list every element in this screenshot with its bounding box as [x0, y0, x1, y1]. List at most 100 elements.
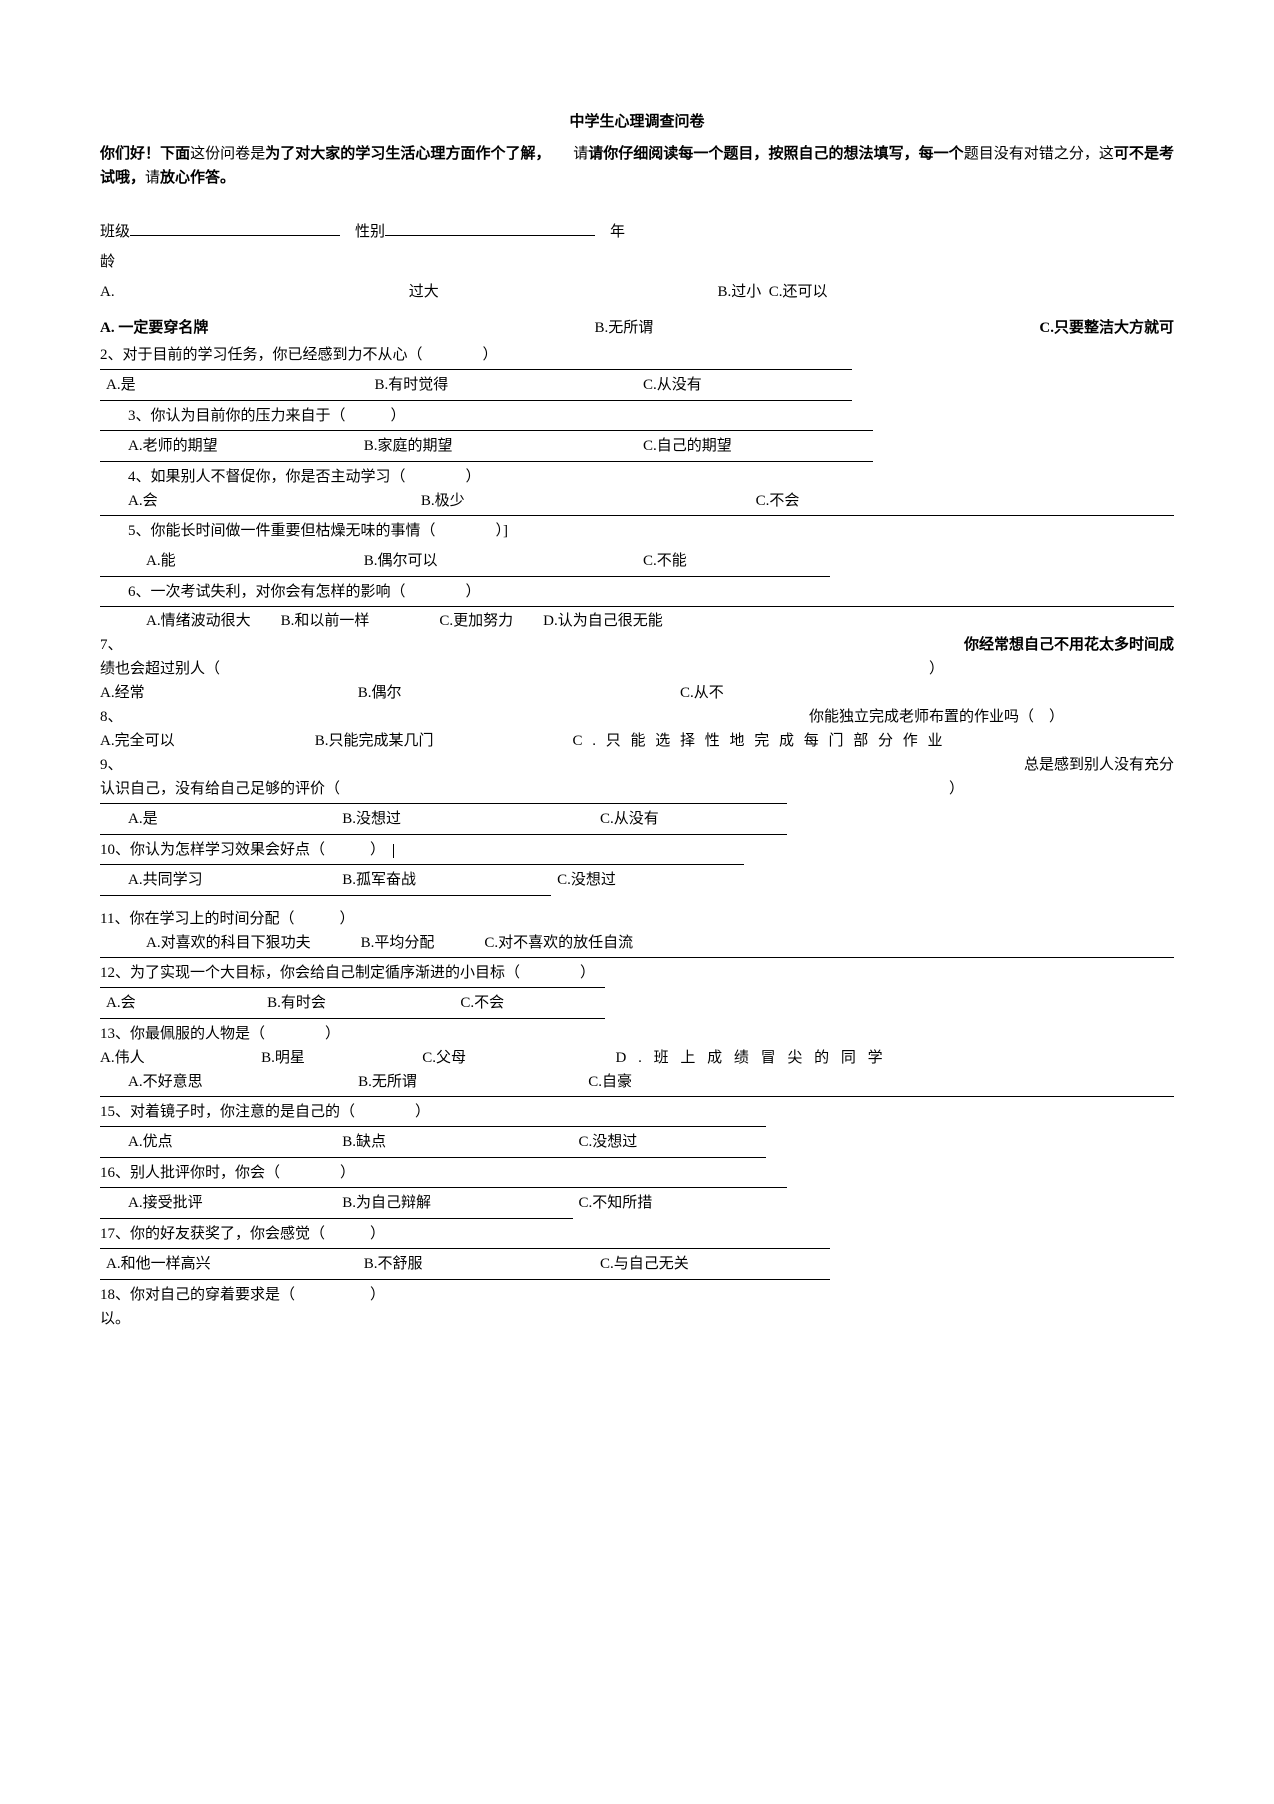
option[interactable]: 过大 [409, 284, 439, 300]
option[interactable]: A.伟人 [100, 1050, 145, 1066]
option[interactable]: C.对不喜欢的放任自流 [484, 931, 633, 955]
option[interactable]: C.不会 [460, 995, 504, 1011]
option[interactable]: B.极少 [421, 493, 465, 509]
option[interactable]: D.认为自己很无能 [543, 609, 663, 633]
option[interactable]: A.优点 [128, 1134, 173, 1150]
option[interactable]: C.不会 [756, 493, 800, 509]
q13-options: A.伟人 B.明星 C.父母 D . 班 上 成 绩 冒 尖 的 同 学 [100, 1046, 1174, 1070]
option[interactable]: B.偶尔可以 [364, 553, 438, 569]
q3: 3、你认为目前你的压力来自于（ ） [100, 404, 1174, 428]
q14-options: A.不好意思 B.无所谓 C.自豪 [100, 1070, 1174, 1094]
page-title: 中学生心理调查问卷 [100, 110, 1174, 134]
option[interactable]: C.从不 [680, 685, 724, 701]
q17-options: A.和他一样高兴 B.不舒服 C.与自己无关 [100, 1248, 1174, 1280]
option[interactable]: A.是 [106, 377, 136, 393]
q7-line1: 7、 你经常想自己不用花太多时间成 [100, 633, 1174, 657]
option[interactable]: C.还可以 [769, 284, 828, 300]
q5-block: 5、你能长时间做一件重要但枯燥无味的事情（ ）] A.能 B.偶尔可以 C.不能 [100, 515, 1174, 577]
option[interactable]: B.为自己辩解 [342, 1195, 431, 1211]
option[interactable]: B.孤军奋战 [342, 872, 416, 888]
option[interactable]: A.和他一样高兴 [106, 1256, 211, 1272]
q9-line1: 9、 总是感到别人没有充分 [100, 753, 1174, 777]
option[interactable]: A. [100, 284, 115, 300]
option[interactable]: B.无所谓 [358, 1074, 417, 1090]
option[interactable]: B.家庭的期望 [364, 438, 453, 454]
q4-options: A.会 B.极少 C.不会 [100, 489, 1174, 513]
option[interactable]: C.父母 [422, 1050, 466, 1066]
option[interactable]: C.更加努力 [439, 609, 513, 633]
label-age: 龄 [100, 254, 115, 270]
intro-seg: 题目没有对错之分， [964, 146, 1099, 162]
option[interactable]: C.不知所措 [579, 1195, 653, 1211]
intro-seg: 为了对大家的学习生活心理方面作个了解， [265, 146, 550, 162]
option[interactable]: B.和以前一样 [281, 609, 370, 633]
option[interactable]: B.缺点 [342, 1134, 386, 1150]
option[interactable]: C . 只 能 选 择 性 地 完 成 每 门 部 分 作 业 [573, 733, 946, 749]
q2: 2、对于目前的学习任务，你已经感到力不从心（ ） [100, 343, 1174, 367]
option[interactable]: A.会 [106, 995, 136, 1011]
q16-options: A.接受批评 B.为自己辩解 C.不知所措 [100, 1187, 1174, 1219]
q18-tail: 以。 [100, 1307, 1174, 1331]
class-input-blank[interactable] [130, 221, 340, 236]
q5: 5、你能长时间做一件重要但枯燥无味的事情（ ）] [128, 523, 508, 539]
option[interactable]: A.完全可以 [100, 733, 175, 749]
intro-seg: 请 [145, 170, 160, 186]
option[interactable]: A.能 [146, 553, 176, 569]
q12-options: A.会 B.有时会 C.不会 [100, 987, 1174, 1019]
option[interactable]: A.对喜欢的科目下狠功夫 [146, 931, 311, 955]
option[interactable]: C.自豪 [588, 1074, 632, 1090]
option[interactable]: A.不好意思 [128, 1074, 203, 1090]
q17: 17、你的好友获奖了，你会感觉（ ） [100, 1222, 1174, 1246]
option[interactable]: B.明星 [261, 1050, 305, 1066]
option[interactable]: A.情绪波动很大 [146, 609, 251, 633]
q8-num: 8、 [100, 705, 123, 729]
option[interactable]: C.没想过 [557, 872, 616, 888]
option[interactable]: A. 一定要穿名牌 [100, 316, 208, 340]
q10: 10、你认为怎样学习效果会好点（ ） [100, 838, 1174, 862]
q3-options: A.老师的期望 B.家庭的期望 C.自己的期望 [100, 430, 1174, 462]
gender-input-blank[interactable] [385, 221, 595, 236]
q2-options: A.是 B.有时觉得 C.从没有 [100, 369, 1174, 401]
option[interactable]: B.无所谓 [594, 316, 653, 340]
option[interactable]: C.与自己无关 [600, 1256, 689, 1272]
option[interactable]: C.只要整洁大方就可 [1039, 316, 1174, 340]
option[interactable]: A.老师的期望 [128, 438, 218, 454]
q9-right: 总是感到别人没有充分 [1024, 753, 1174, 777]
label-gender: 性别 [355, 224, 385, 240]
q11: 11、你在学习上的时间分配（ ） [100, 907, 1174, 931]
option[interactable]: C.从没有 [643, 377, 702, 393]
q10-options: A.共同学习 B.孤军奋战 C.没想过 [100, 864, 1174, 896]
option[interactable]: A.会 [128, 493, 158, 509]
q16: 16、别人批评你时，你会（ ） [100, 1161, 1174, 1185]
q6: 6、一次考试失利，对你会有怎样的影响（ ） [100, 580, 1174, 604]
option[interactable]: B.有时会 [267, 995, 326, 1011]
info-line-2: 龄 [100, 250, 1174, 274]
option[interactable]: A.是 [128, 811, 158, 827]
q15: 15、对着镜子时，你注意的是自己的（ ） [100, 1100, 1174, 1124]
option[interactable]: C.自己的期望 [643, 438, 732, 454]
label-class: 班级 [100, 224, 130, 240]
age-options: A. 过大 B.过小 C.还可以 [100, 280, 1174, 304]
q13: 13、你最佩服的人物是（ ） [100, 1022, 1174, 1046]
option[interactable]: B.只能完成某几门 [315, 733, 434, 749]
option[interactable]: B.平均分配 [361, 931, 435, 955]
option[interactable]: B.过小 [717, 284, 761, 300]
intro-seg: 这 [1099, 146, 1114, 162]
q7-line2: 绩也会超过别人（ ） [100, 657, 1174, 681]
option[interactable]: A.接受批评 [128, 1195, 203, 1211]
q8-line1: 8、 你能独立完成老师布置的作业吗（ ） [100, 705, 1174, 729]
option[interactable]: C.从没有 [600, 811, 659, 827]
option[interactable]: B.偶尔 [358, 685, 402, 701]
option[interactable]: B.有时觉得 [375, 377, 449, 393]
intro-seg: 请 [573, 146, 588, 162]
option[interactable]: B.没想过 [342, 811, 401, 827]
option[interactable]: C.不能 [643, 553, 687, 569]
option[interactable]: A.经常 [100, 685, 145, 701]
option[interactable]: D . 班 上 成 绩 冒 尖 的 同 学 [616, 1050, 887, 1066]
option[interactable]: C.没想过 [579, 1134, 638, 1150]
option[interactable]: A.共同学习 [128, 872, 203, 888]
intro-seg: 放心作答。 [160, 170, 235, 186]
q9-num: 9、 [100, 753, 123, 777]
option[interactable]: B.不舒服 [364, 1256, 423, 1272]
q-dress-options: A. 一定要穿名牌 B.无所谓 C.只要整洁大方就可 [100, 316, 1174, 340]
